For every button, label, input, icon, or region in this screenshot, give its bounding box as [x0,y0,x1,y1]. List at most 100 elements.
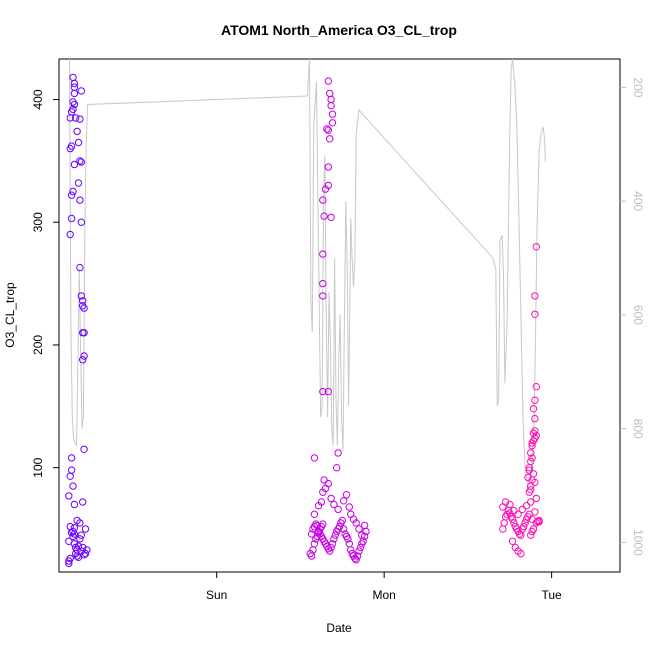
data-point [67,191,76,199]
data-point [352,519,360,527]
data-point [76,196,84,204]
x-tick-label: Sun [206,588,227,602]
data-point [324,77,332,85]
data-point [522,502,531,510]
data-point [353,552,362,560]
data-point [76,535,84,543]
x-tick-label: Tue [542,588,563,602]
data-point [499,525,507,533]
data-point [320,212,328,220]
data-point [508,537,517,545]
data-point [531,478,539,487]
data-point [69,105,77,114]
data-point [73,127,81,136]
data-point [527,498,535,506]
data-point [67,466,76,474]
data-point [319,250,327,258]
y-axis: 100 200 300 400 [31,89,59,478]
data-point [331,531,339,539]
data-point [69,527,77,536]
data-point [335,522,344,531]
data-point [67,454,76,462]
series-3 [499,243,543,558]
y-tick-label: 100 [31,457,45,477]
data-point [66,472,74,480]
data-point [527,486,535,494]
data-point [524,473,532,482]
data-point [72,114,80,122]
plot-frame [58,58,621,573]
y-tick-label: 400 [31,89,45,109]
data-point [328,119,337,127]
data-point [521,519,529,527]
data-point [67,214,76,223]
data-point [355,547,363,555]
data-point [510,519,518,527]
data-point [76,157,84,165]
data-point [328,540,337,548]
data-point [528,454,536,462]
data-point [326,135,334,143]
data-point [323,125,331,133]
data-point [81,549,90,558]
data-point [529,470,538,478]
data-point [73,552,81,560]
chart-title: ATOM1 North_America O3_CL_trop [221,22,457,38]
data-point [340,525,348,533]
data-point [327,213,335,222]
data-point [69,482,77,490]
data-point [360,521,369,530]
data-point [319,520,327,528]
data-point [80,352,88,360]
data-point [73,516,81,525]
data-point [66,554,74,563]
data-point [528,515,536,523]
data-point [338,516,346,525]
scatter-points-layer [65,73,543,568]
data-point [67,142,76,150]
data-point [528,527,536,536]
data-point [345,503,353,511]
data-point [535,516,543,525]
data-point [79,543,87,552]
data-point [69,187,77,196]
data-point [80,445,88,453]
data-point [319,196,327,204]
data-point [514,510,522,518]
data-point [327,95,335,104]
data-point [327,543,335,552]
data-point [324,479,332,488]
data-point [355,525,363,533]
data-point [327,494,335,503]
data-point [517,549,525,558]
data-point [500,519,508,527]
data-point [76,263,84,272]
data-point [79,356,87,364]
data-point [79,498,87,506]
data-point [330,500,338,509]
x-axis-label: Date [326,621,352,635]
data-point [527,449,535,457]
data-point [70,79,79,88]
data-point [510,506,518,515]
data-point [79,297,87,305]
pressure-series-line [69,58,546,488]
data-point [326,89,334,98]
data-point [501,498,510,506]
data-point [327,101,335,110]
data-point [69,73,77,82]
data-point [333,464,341,472]
data-point [506,500,514,509]
data-point [358,531,366,539]
data-point [528,441,536,450]
data-point [74,138,83,147]
data-point [342,491,351,499]
data-point [81,525,90,533]
data-point [527,482,535,490]
data-point [317,498,326,506]
data-point [326,547,334,555]
data-point [529,405,538,413]
data-point [532,243,540,251]
data-point [307,530,316,538]
data-point [80,329,88,337]
